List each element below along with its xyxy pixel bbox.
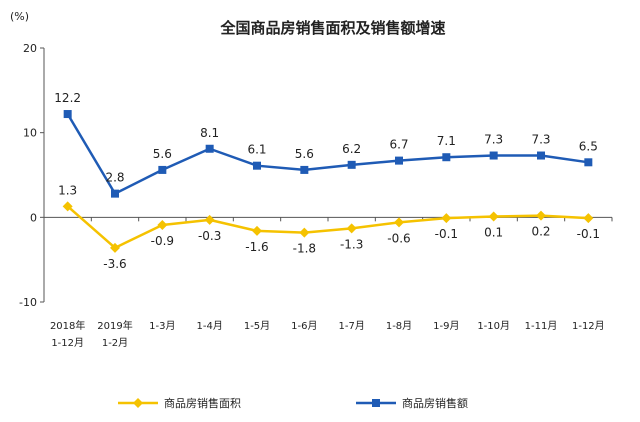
data-label: 8.1 bbox=[200, 126, 219, 140]
legend-marker bbox=[133, 398, 143, 408]
x-tick-label: 1-12月 bbox=[572, 320, 605, 332]
x-tick-label: 1-5月 bbox=[244, 320, 270, 332]
series-line-2 bbox=[66, 113, 589, 195]
data-label: 6.7 bbox=[389, 138, 408, 152]
data-point bbox=[205, 144, 214, 153]
data-label: 5.6 bbox=[153, 147, 172, 161]
data-point bbox=[536, 210, 546, 221]
data-label: -3.6 bbox=[103, 257, 126, 271]
x-tick-label: 1-4月 bbox=[196, 320, 222, 332]
x-tick-label: 1-11月 bbox=[525, 320, 558, 332]
x-tick-label: 1-2月 bbox=[102, 337, 128, 349]
data-point bbox=[63, 110, 72, 119]
data-point bbox=[157, 219, 168, 230]
data-label: -1.3 bbox=[340, 237, 363, 251]
data-point bbox=[204, 214, 215, 225]
data-point bbox=[300, 165, 309, 174]
y-tick-label: -10 bbox=[19, 296, 37, 309]
data-point bbox=[394, 217, 404, 228]
data-point bbox=[441, 213, 452, 224]
data-label: 7.3 bbox=[484, 133, 503, 147]
data-point bbox=[62, 201, 73, 212]
data-point bbox=[442, 153, 451, 162]
data-label: -1.6 bbox=[245, 240, 268, 254]
data-point bbox=[253, 161, 261, 170]
y-tick-label: 0 bbox=[30, 211, 37, 224]
data-label: -0.1 bbox=[435, 227, 458, 241]
data-label: -0.1 bbox=[577, 227, 600, 241]
data-point bbox=[584, 158, 593, 167]
data-label: 6.2 bbox=[342, 142, 361, 156]
x-tick-label: 2018年 bbox=[50, 319, 85, 332]
data-label: 0.2 bbox=[531, 225, 550, 239]
x-tick-label: 1-6月 bbox=[291, 320, 317, 332]
data-point bbox=[252, 225, 262, 236]
data-label: -0.9 bbox=[151, 234, 174, 248]
data-point bbox=[347, 160, 356, 169]
y-tick-label: 10 bbox=[23, 127, 37, 140]
data-label: -0.3 bbox=[198, 229, 221, 243]
data-point bbox=[395, 156, 403, 165]
data-point bbox=[111, 189, 119, 198]
x-tick-label: 2019年 bbox=[97, 319, 132, 332]
data-labels: 1.3 -3.6 -0.9 -0.3 -1.6 -1.8 -1.3 -0.6 -0.1 0.1 0.… bbox=[54, 91, 600, 271]
y-unit-label: (%) bbox=[10, 10, 29, 23]
data-point bbox=[299, 227, 310, 238]
series-layer bbox=[62, 110, 594, 253]
data-point bbox=[583, 213, 594, 224]
data-label: 2.8 bbox=[105, 171, 124, 185]
data-label: 7.1 bbox=[437, 134, 456, 148]
x-tick-label: 1-7月 bbox=[338, 320, 364, 332]
y-tick-label: 20 bbox=[23, 42, 37, 55]
legend-marker bbox=[372, 399, 380, 407]
x-tick-label: 1-9月 bbox=[433, 320, 459, 332]
data-point bbox=[346, 223, 357, 234]
x-tick-label: 1-3月 bbox=[149, 320, 175, 332]
data-label: 6.1 bbox=[247, 143, 266, 157]
data-label: 0.1 bbox=[484, 225, 503, 239]
data-point bbox=[488, 211, 499, 222]
data-label: -1.8 bbox=[293, 242, 316, 256]
x-tick-label: 1-10月 bbox=[477, 320, 510, 332]
data-label: 5.6 bbox=[295, 147, 314, 161]
data-label: 7.3 bbox=[531, 133, 550, 147]
axes bbox=[40, 47, 613, 303]
legend: 商品房销售面积 商品房销售额 bbox=[118, 396, 468, 410]
data-point bbox=[158, 165, 167, 174]
x-tick-labels: 2018年 1-12月 2019年 1-2月 1-3月 1-4月 1-5月 1-6月 1-7月 1… bbox=[50, 319, 605, 349]
data-label: 1.3 bbox=[58, 183, 77, 197]
data-label: 12.2 bbox=[54, 91, 81, 105]
data-label: -0.6 bbox=[387, 231, 410, 245]
y-tick-labels: 20 10 0 -10 bbox=[19, 42, 37, 309]
chart-title: 全国商品房销售面积及销售额增速 bbox=[219, 19, 445, 37]
series-line-1 bbox=[66, 205, 589, 250]
data-point bbox=[537, 151, 545, 160]
legend-label-2: 商品房销售额 bbox=[402, 396, 468, 410]
data-point bbox=[489, 151, 498, 160]
x-tick-label: 1-8月 bbox=[386, 320, 412, 332]
data-label: 6.5 bbox=[579, 139, 598, 153]
legend-label-1: 商品房销售面积 bbox=[164, 396, 241, 410]
data-point bbox=[110, 242, 120, 253]
x-tick-label: 1-12月 bbox=[51, 337, 84, 349]
